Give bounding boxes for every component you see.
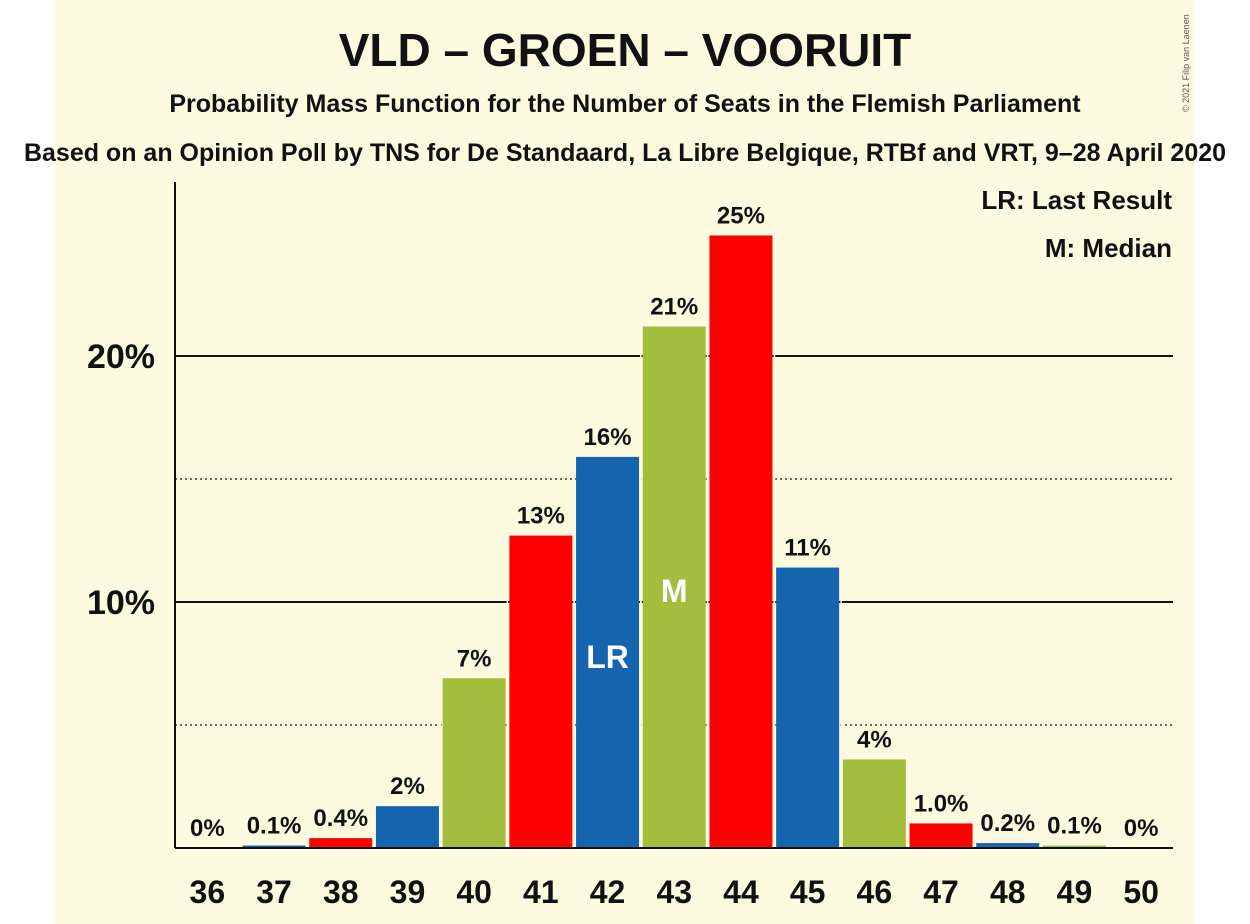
bar [642,326,706,849]
data-label: 0.4% [313,805,368,832]
x-tick-label: 44 [723,874,759,910]
x-tick-label: 38 [323,874,359,910]
x-tick-label: 47 [923,874,959,910]
bar [709,235,773,848]
x-tick-label: 42 [590,874,626,910]
bar [976,843,1040,848]
data-label: 0% [1124,815,1159,842]
x-tick-label: 43 [656,874,692,910]
x-tick-label: 50 [1123,874,1159,910]
bar [509,535,573,848]
x-tick-label: 41 [523,874,559,910]
x-tick-label: 39 [390,874,426,910]
copyright-notice: © 2021 Filip van Laenen [1181,14,1191,112]
data-label: 0.1% [1047,813,1102,840]
y-tick-label: 20% [87,338,155,376]
x-tick-label: 40 [456,874,492,910]
data-label: 16% [584,424,632,451]
x-tick-label: 36 [190,874,226,910]
data-label: 21% [650,293,698,320]
x-tick-label: 46 [857,874,893,910]
x-tick-label: 45 [790,874,826,910]
bar [375,806,439,848]
data-label: 7% [457,645,492,672]
data-label: 25% [717,202,765,229]
x-tick-label: 48 [990,874,1026,910]
legend-last-result: LR: Last Result [981,185,1172,215]
chart-source: Based on an Opinion Poll by TNS for De S… [24,139,1226,167]
data-label: 1.0% [914,790,969,817]
median-mark: M [661,573,688,609]
bars [239,233,1109,849]
data-label: 0.2% [980,810,1035,837]
y-tick-label: 10% [87,584,155,622]
x-axis-ticks: 36 37 38 39 40 41 42 43 44 45 46 47 48 49 50 [190,874,1159,910]
bar [1042,845,1106,848]
data-label: 4% [857,726,892,753]
data-label: 0.1% [247,813,302,840]
chart-subtitle: Probability Mass Function for the Number… [169,90,1081,118]
bar [576,456,640,848]
x-tick-label: 37 [256,874,292,910]
bar [909,823,973,848]
bar [242,845,306,848]
data-label: 2% [390,773,425,800]
bar [776,567,840,848]
data-label: 13% [517,503,565,530]
data-labels: 0% 0.1% 0.4% 2% 7% 13% 16% LR 21% M 25% 11% 4% 1.0% 0.… [190,202,1158,842]
data-label: 11% [784,535,831,562]
y-axis-ticks: 10% 20% [87,338,155,622]
bar [442,678,506,848]
data-label: 0% [190,815,225,842]
x-tick-label: 49 [1057,874,1093,910]
legend-median: M: Median [1045,233,1172,263]
last-result-mark: LR [586,639,629,675]
bar [842,759,906,848]
bar [309,838,373,848]
chart-title: VLD – GROEN – VOORUIT [339,24,912,76]
